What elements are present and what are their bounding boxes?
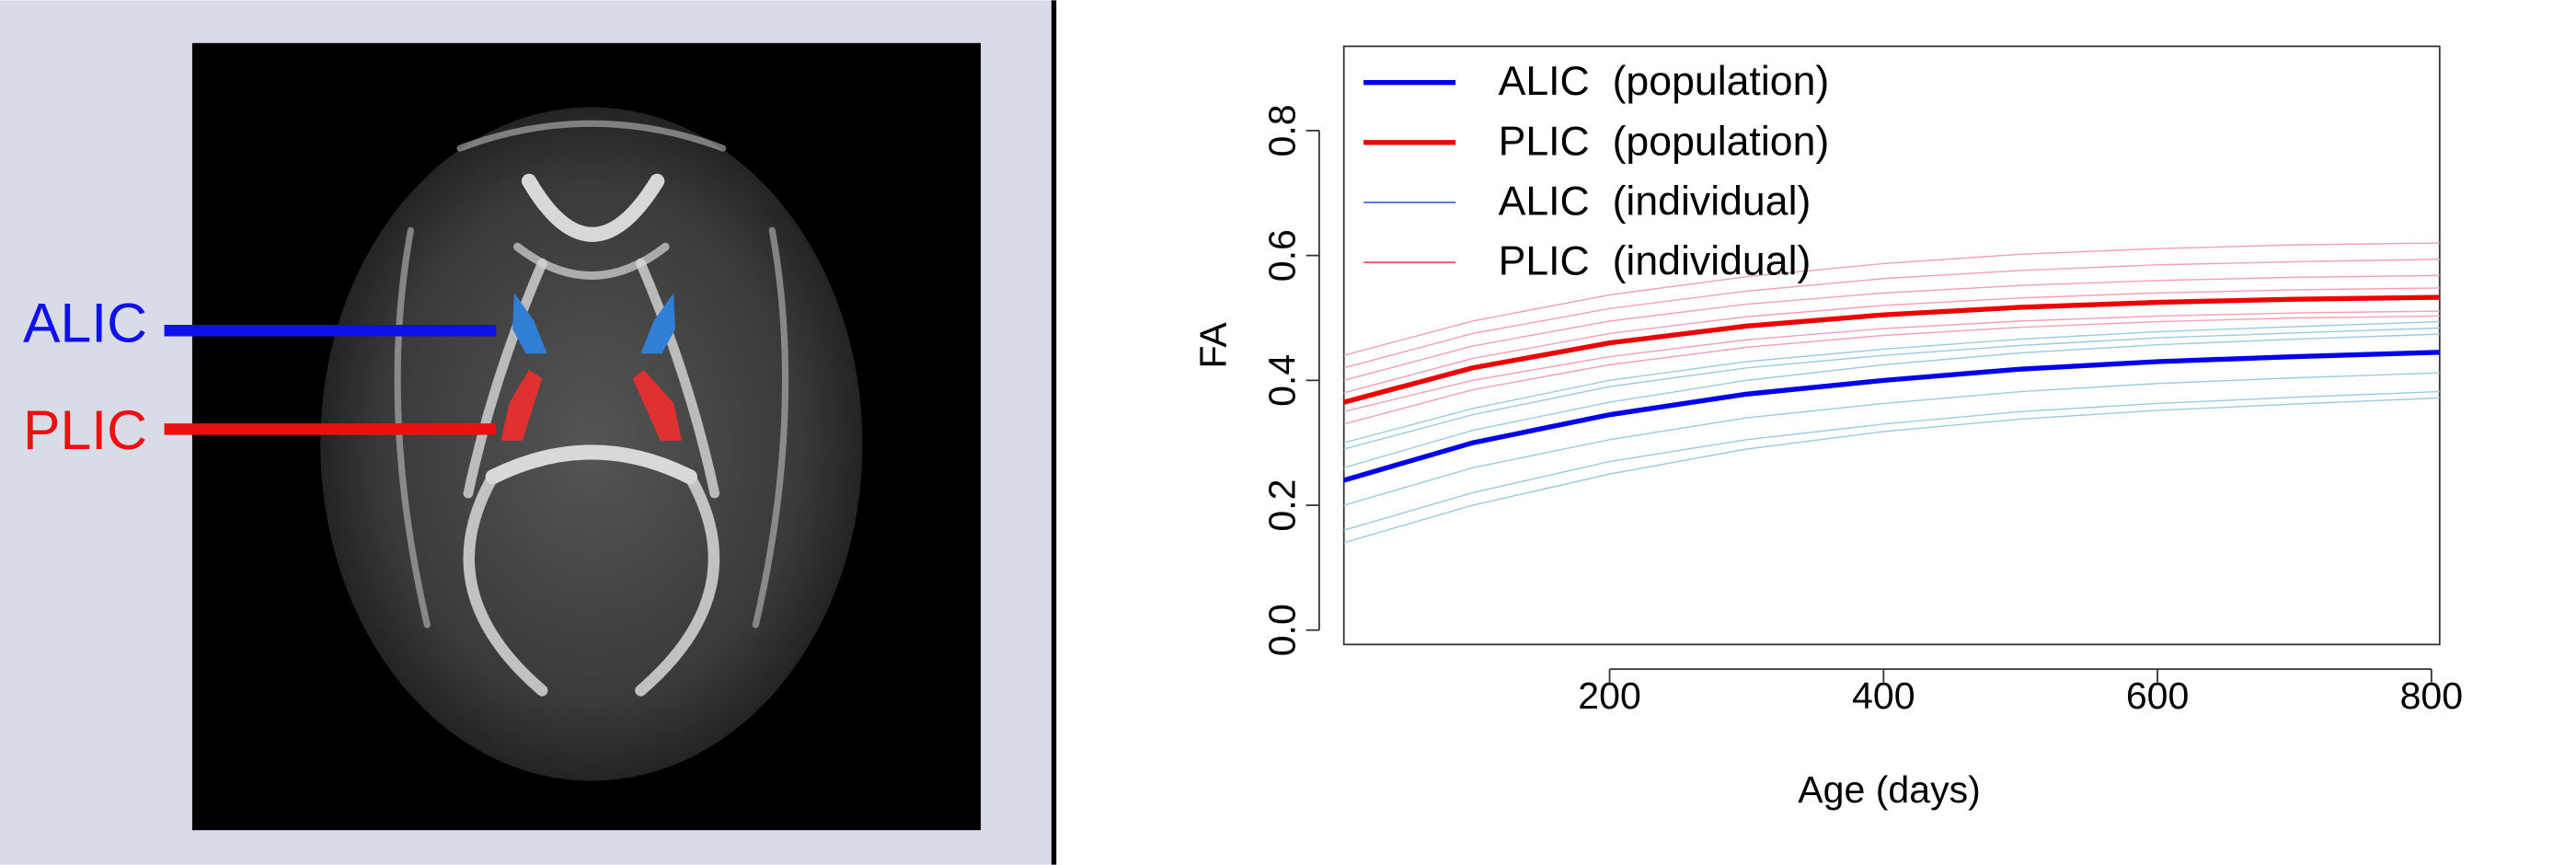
x-tick-label: 400 bbox=[1852, 675, 1915, 717]
x-tick-label: 800 bbox=[2400, 675, 2464, 717]
region-label: ALIC bbox=[23, 292, 147, 354]
x-tick-label: 600 bbox=[2126, 675, 2190, 717]
y-tick-label: 0.2 bbox=[1260, 479, 1303, 532]
region-label: PLIC bbox=[23, 398, 147, 461]
y-tick-label: 0.4 bbox=[1260, 354, 1303, 407]
y-axis-label: FA bbox=[1191, 322, 1234, 369]
brain bbox=[320, 107, 862, 780]
y-tick-label: 0.8 bbox=[1260, 104, 1303, 156]
figure: ALIC PLIC Age (days) FA 0.0 0.2 0.4 0.6 0.8 2… bbox=[0, 0, 2576, 865]
divider bbox=[1052, 0, 1056, 864]
individual-line bbox=[1344, 398, 2440, 542]
legend-label: ALIC (individual) bbox=[1499, 179, 1811, 225]
y-tick-label: 0.6 bbox=[1260, 229, 1303, 282]
legend-label: PLIC (population) bbox=[1499, 119, 1830, 164]
x-tick-label: 200 bbox=[1578, 675, 1641, 717]
x-axis-label: Age (days) bbox=[1798, 768, 1981, 811]
legend-label: PLIC (individual) bbox=[1499, 239, 1811, 284]
legend-label: ALIC (population) bbox=[1499, 59, 1830, 104]
y-tick-label: 0.0 bbox=[1260, 604, 1303, 656]
individual-line bbox=[1344, 373, 2440, 505]
